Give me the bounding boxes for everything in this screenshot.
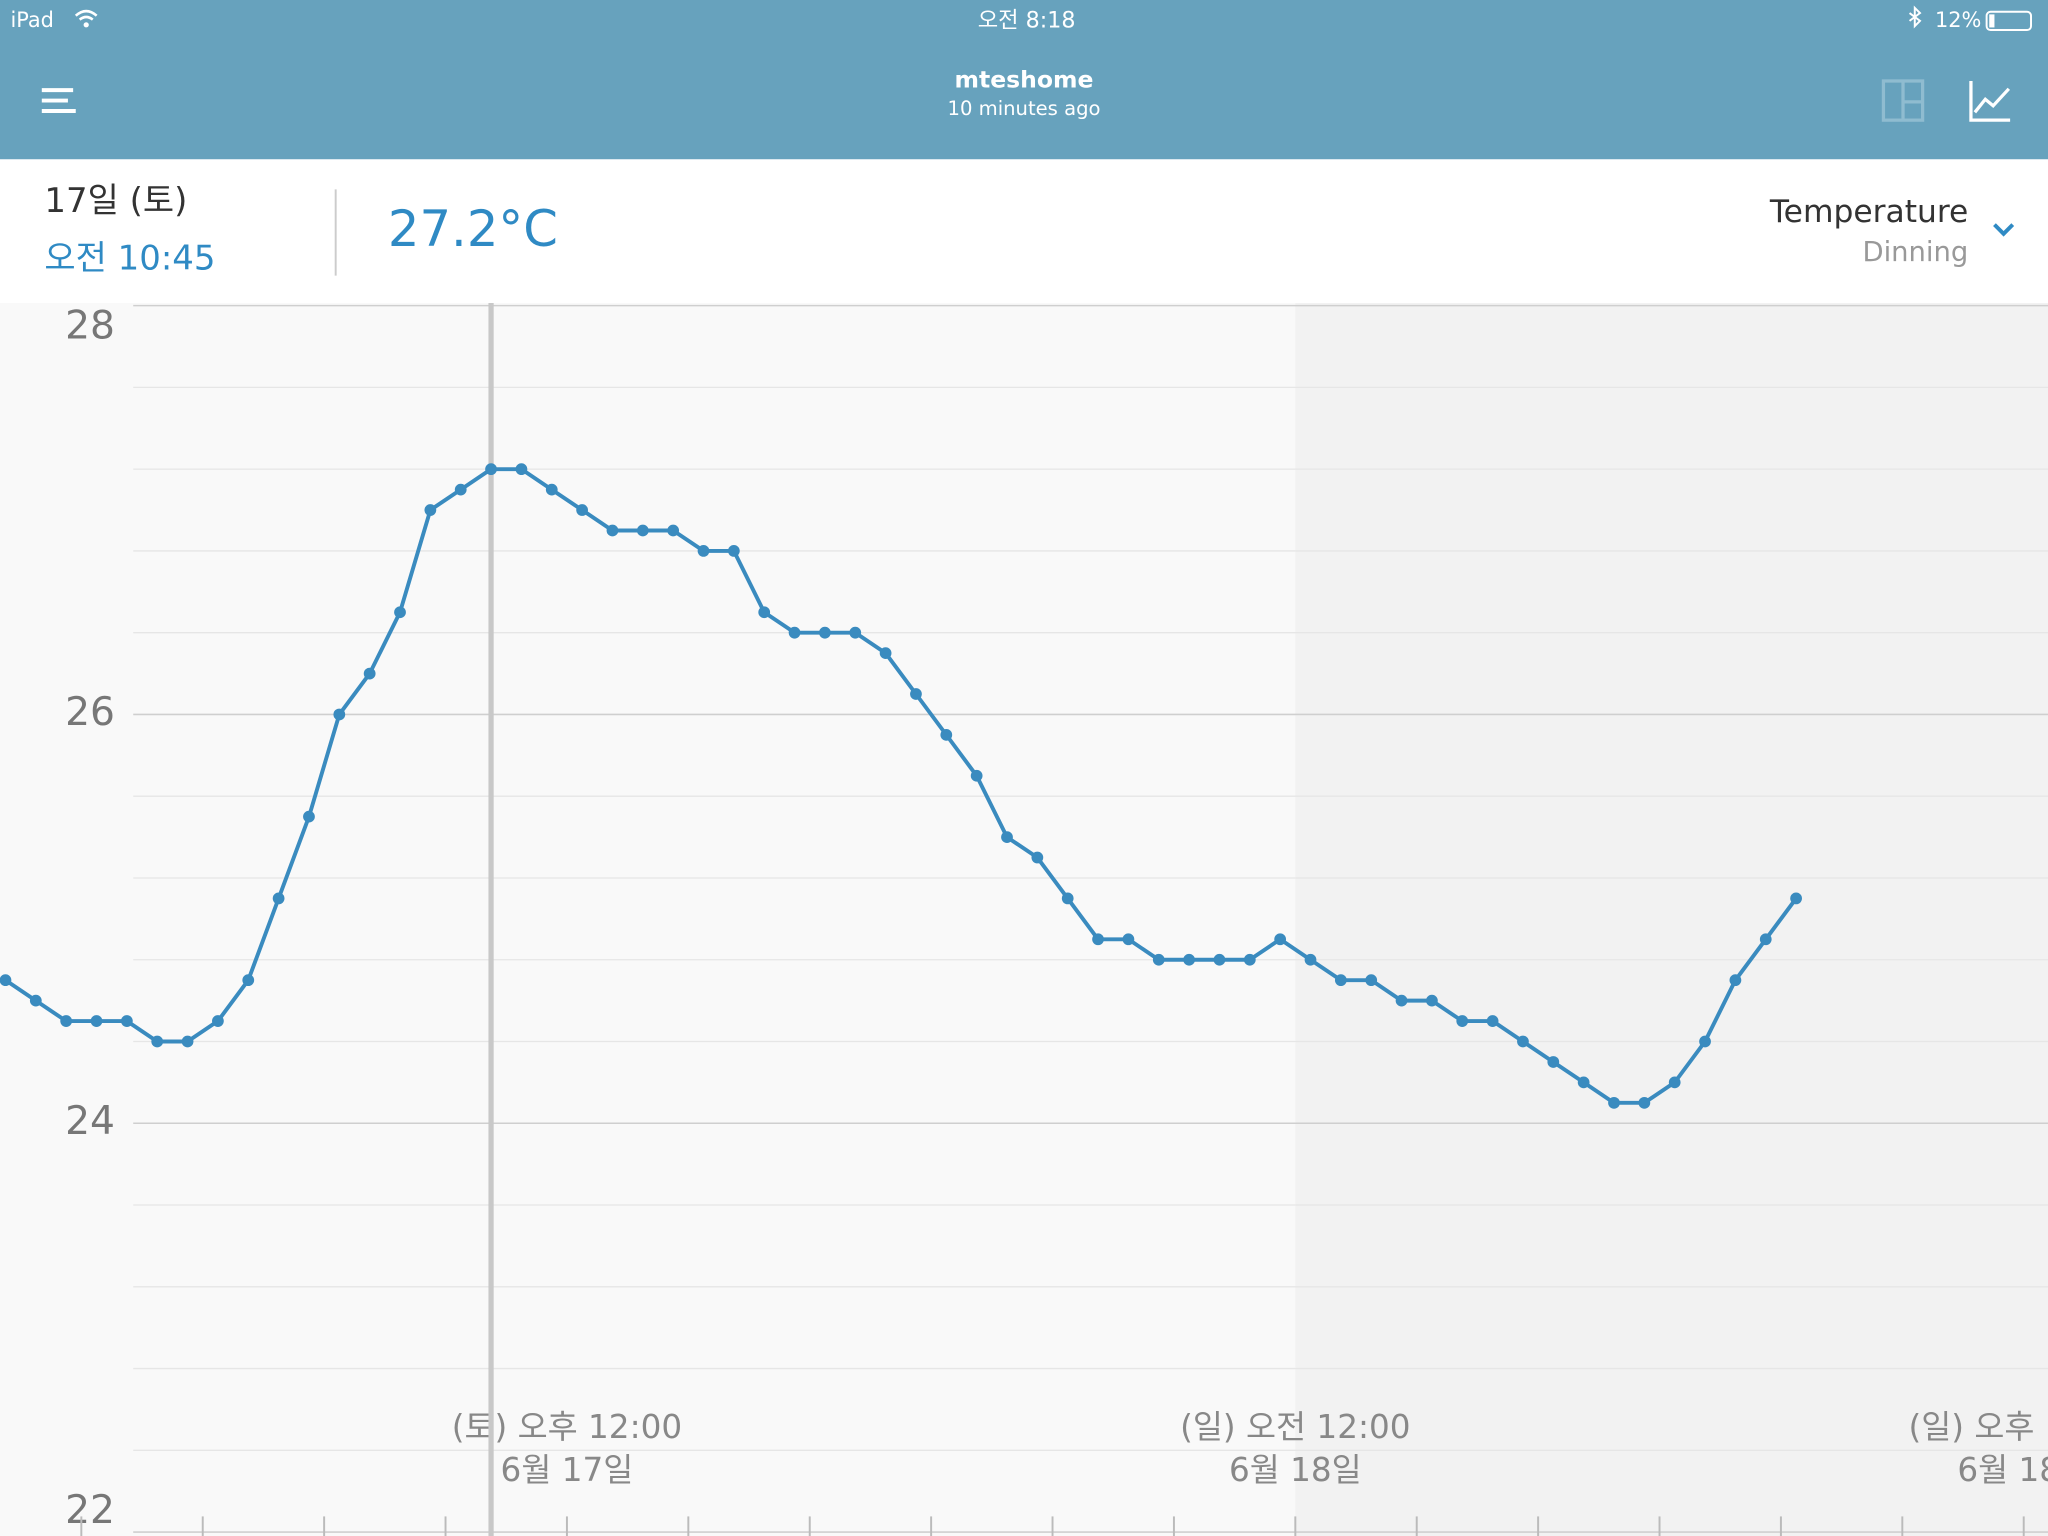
data-point [424,504,437,516]
data-point [303,810,315,823]
data-point [1699,1035,1711,1048]
battery-level [1989,14,1995,28]
dropdown-arrow[interactable] [1993,223,2015,237]
data-point [242,974,255,987]
info-date: 17일 (토) [44,181,187,221]
data-point [363,667,376,680]
data-point [1759,933,1772,946]
data-point [1001,831,1013,843]
clock: 오전 8:18 [978,7,1076,33]
data-point [454,483,467,496]
device: iPad [10,8,54,32]
data-point [212,1015,224,1027]
data-point [90,1015,103,1027]
y-tick-label: 28 [65,303,115,348]
data-line [4,467,1798,1105]
data-point [1486,1015,1499,1027]
info-reading: 27.2°C [388,200,558,258]
data-point [272,892,285,905]
data-point [727,545,740,557]
data-point [1729,974,1742,987]
wifi-icon [74,9,98,21]
header-title: mteshome [955,65,1094,93]
x-tick-date: 6월 18일 [1957,1451,2048,1489]
data-point [1577,1076,1590,1089]
data-point [1304,953,1317,966]
y-tick-label: 22 [65,1488,115,1533]
data-point [849,626,862,639]
y-tick-label: 26 [65,690,115,735]
data-point [1365,974,1378,987]
data-point [1668,1076,1681,1089]
data-point [636,524,649,537]
top-bar [0,0,2048,160]
data-point [1031,851,1044,864]
data-point [120,1015,133,1027]
data-point [1213,953,1226,966]
data-point [151,1035,164,1048]
x-tick-label: (토) 오후 12:00 [452,1408,682,1446]
data-point [1274,933,1287,946]
data-point [910,688,922,700]
data-point [1183,953,1195,966]
data-point [181,1035,194,1048]
data-point [1152,953,1165,966]
shaded-region [1295,303,2048,1536]
data-point [333,708,346,721]
data-point [1456,1015,1469,1027]
data-point [1638,1096,1651,1109]
data-point [1395,994,1408,1007]
info-panel [0,159,2048,304]
menu-button[interactable] [41,88,76,113]
bluetooth-icon [1908,5,1922,29]
plot: 22 24 26 28 (토) 오후 12:00 6월 17일 (일) 오전 12:00 6월… [0,303,2048,1536]
sensor-name[interactable]: Temperature [1769,194,1968,230]
data-point [667,524,680,537]
chart-button[interactable] [1969,80,2011,122]
y-tick-label: 24 [65,1099,115,1144]
x-tick-label: (일) 오후 12:00 [1909,1408,2048,1446]
data-point [1608,1096,1620,1109]
data-point [1243,953,1256,966]
data-point [697,545,710,557]
data-point [1426,994,1438,1007]
data-point [879,647,892,660]
x-tick-date: 6월 17일 [501,1451,634,1489]
data-point [576,504,588,516]
layout-button[interactable] [1881,79,1925,122]
data-point [940,729,953,741]
data-point [545,483,558,496]
data-point [29,994,42,1007]
data-point [0,974,12,987]
info-time: 오전 10:45 [44,238,215,278]
data-point [606,524,619,537]
battery-text: 12% [1935,8,1981,32]
x-tick-date: 6월 18일 [1229,1451,1362,1489]
data-point [60,1015,73,1027]
data-point [394,606,406,619]
data-point [970,769,983,782]
data-point [758,606,771,619]
data-point [1092,933,1104,946]
data-point [788,626,801,639]
data-point [485,463,497,476]
data-point [1122,933,1135,946]
header-subtitle: 10 minutes ago [947,97,1100,120]
data-point [1334,974,1347,987]
wifi-dot [83,22,89,28]
data-point [515,463,528,476]
data-point [1547,1056,1560,1068]
x-tick-label: (일) 오전 12:00 [1180,1408,1410,1446]
data-point [1790,892,1802,905]
room-name: Dinning [1862,237,1968,268]
battery-icon [1985,10,2032,32]
data-point [1517,1035,1529,1048]
data-point [1061,892,1074,905]
data-point [819,626,831,639]
